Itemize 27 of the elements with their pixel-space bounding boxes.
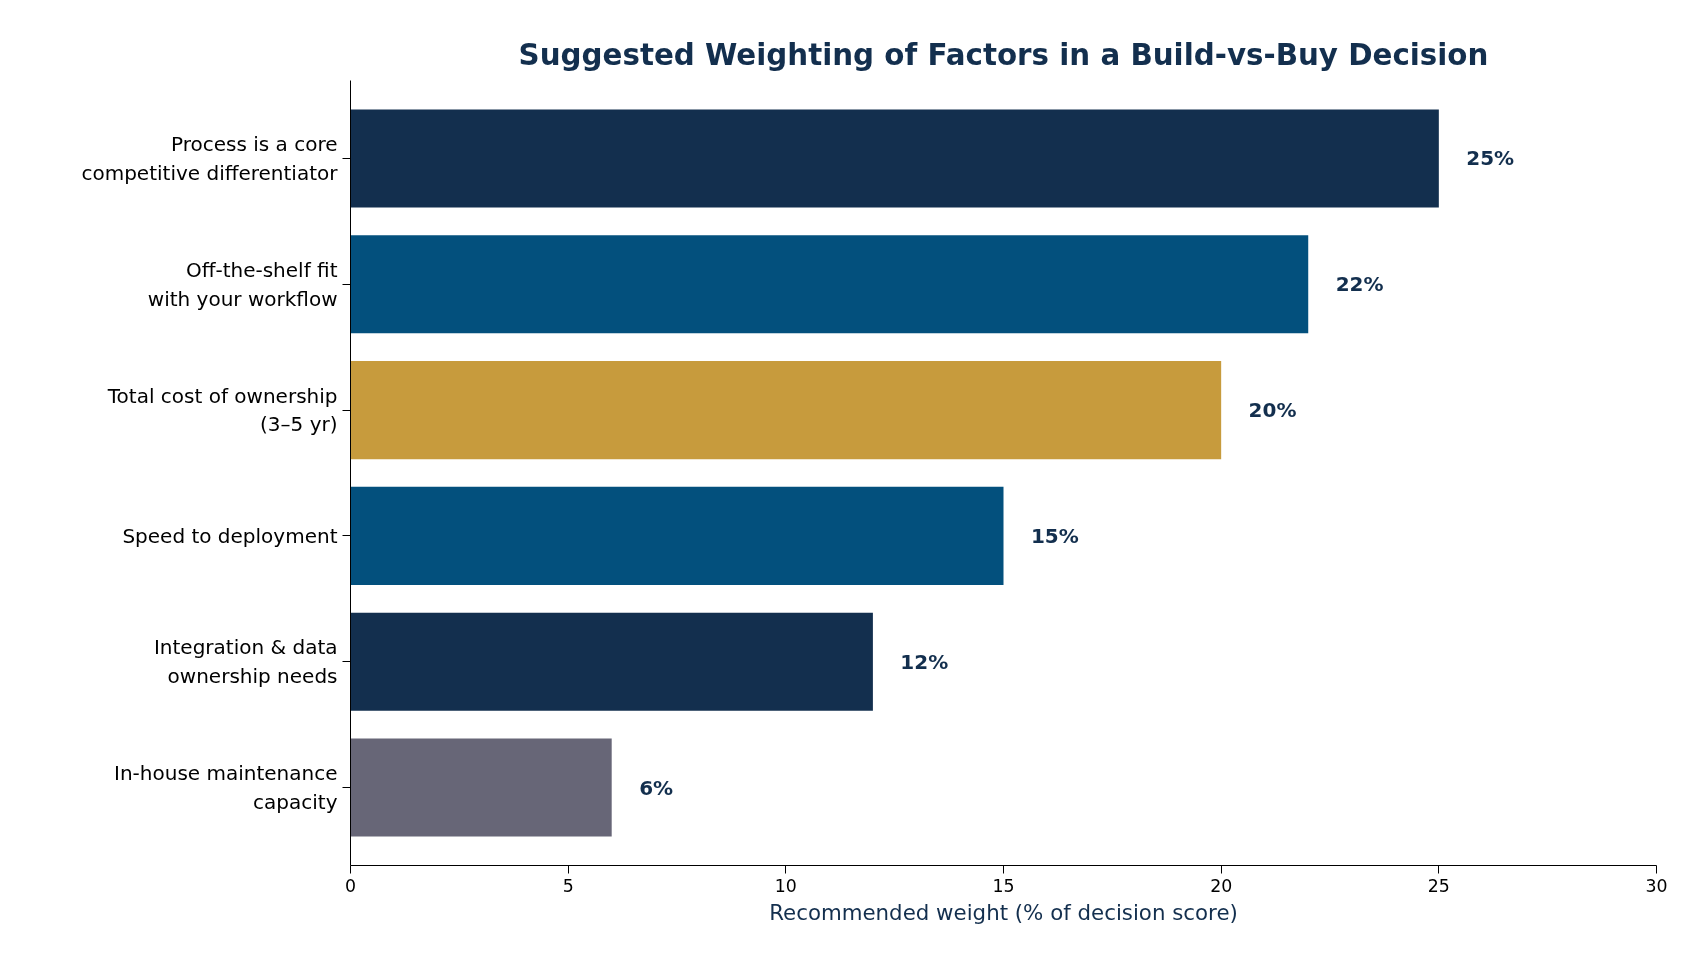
x-tick-label: 5 — [562, 875, 574, 896]
data-label: 25% — [1466, 146, 1515, 171]
data-label: 6% — [639, 775, 674, 800]
data-label: 12% — [900, 649, 949, 674]
bar — [350, 235, 1309, 334]
x-tick-label: 30 — [1645, 875, 1668, 896]
bar — [350, 361, 1222, 460]
x-axis-title: Recommended weight (% of decision score) — [769, 899, 1238, 925]
x-tick-label: 15 — [992, 875, 1015, 896]
bar — [350, 612, 873, 711]
chart-title: Suggested Weighting of Factors in a Build-vs-Buy Decision — [518, 37, 1489, 72]
data-label: 20% — [1248, 398, 1297, 423]
x-tick-label: 25 — [1427, 875, 1450, 896]
y-tick-label: Integration & data ownership needs — [153, 635, 338, 689]
bar — [350, 738, 612, 837]
data-label: 22% — [1335, 272, 1384, 297]
x-tick-label: 0 — [344, 875, 357, 896]
x-tick-label: 20 — [1210, 875, 1233, 896]
y-tick-label: Process is a core competitive differentiator — [81, 132, 339, 185]
y-tick-label: In-house maintenance capacity — [114, 761, 338, 814]
x-tick-label: 10 — [774, 875, 797, 896]
y-tick-label: Total cost of ownership (3–5 yr) — [106, 383, 338, 437]
bar — [350, 486, 1004, 585]
y-tick-label: Speed to deployment — [122, 523, 338, 548]
bar — [350, 109, 1439, 208]
y-tick-label: Off-the-shelf fit with your workflow — [147, 257, 338, 311]
data-label: 15% — [1030, 523, 1079, 548]
